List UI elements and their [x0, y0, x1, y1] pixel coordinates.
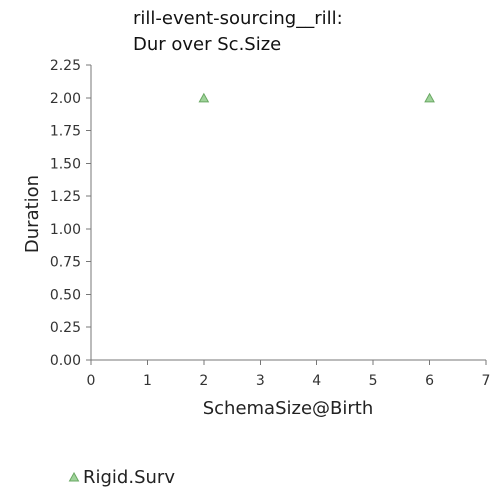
x-tick-label: 0: [87, 373, 96, 389]
data-point-triangle: [198, 92, 210, 103]
y-tick-label: 0.25: [50, 320, 81, 336]
y-tick-label: 0.00: [50, 353, 81, 369]
y-tick-label: 2.25: [50, 58, 81, 74]
legend: Rigid.Surv: [68, 467, 175, 488]
ticks-group: 0 1 2 3 4 5 6 7 0.00 0.25 0.50 0.75 1.00 1.25 1.50 1.75…: [50, 58, 491, 389]
legend-label: Rigid.Surv: [83, 467, 175, 488]
y-tick-label: 0.75: [50, 255, 81, 271]
x-tick-label: 2: [199, 373, 208, 389]
y-tick-label: 1.25: [50, 189, 81, 205]
x-tick-label: 3: [256, 373, 265, 389]
y-tick-label: 1.75: [50, 124, 81, 140]
y-tick-label: 1.00: [50, 222, 81, 238]
y-tick-label: 2.00: [50, 91, 81, 107]
x-tick-label: 4: [312, 373, 321, 389]
y-tick-label: 0.50: [50, 287, 81, 303]
y-tick-label: 1.50: [50, 156, 81, 172]
data-point-triangle: [424, 92, 435, 103]
chart-title-line-2: Dur over Sc.Size: [133, 34, 281, 55]
x-axis-label: SchemaSize@Birth: [203, 398, 374, 419]
y-axis-label: Duration: [22, 175, 43, 253]
data-points-group: [198, 92, 435, 103]
x-tick-label: 6: [425, 373, 434, 389]
x-tick-label: 7: [482, 373, 491, 389]
chart-title-line-1: rill-event-sourcing__rill:: [133, 8, 343, 29]
x-tick-label: 1: [143, 373, 152, 389]
axes-group: [90, 65, 486, 361]
legend-marker-triangle: [68, 471, 80, 482]
x-tick-label: 5: [369, 373, 378, 389]
